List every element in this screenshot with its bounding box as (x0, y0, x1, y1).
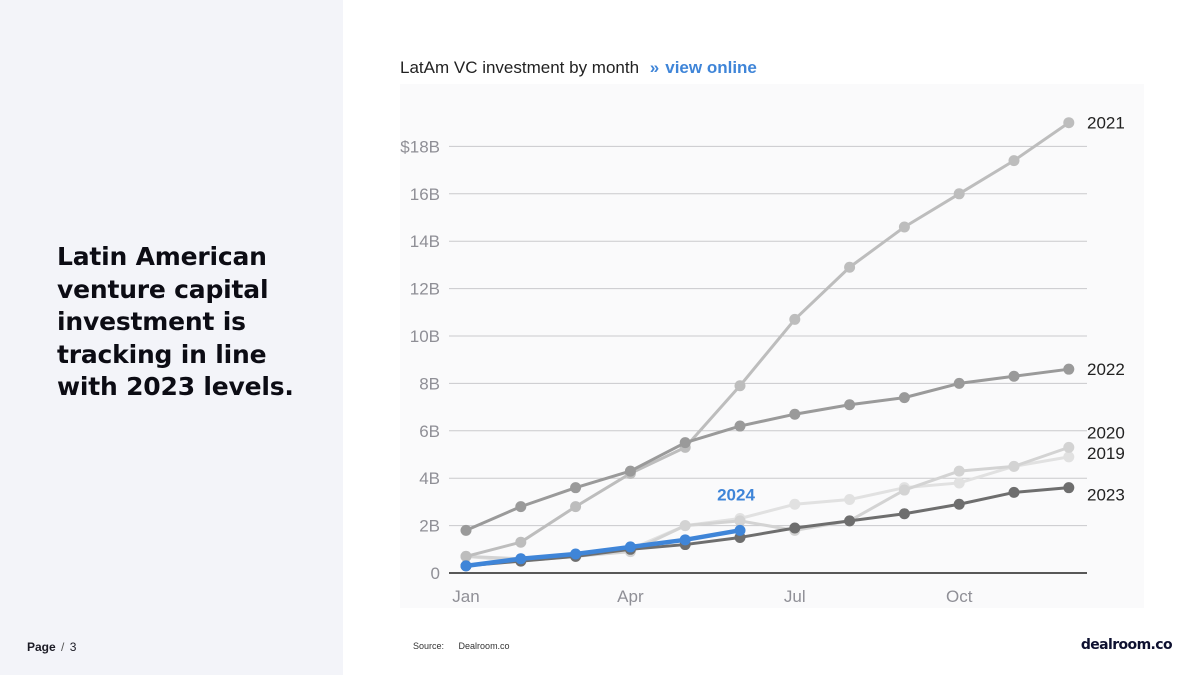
series-line-2020 (464, 445, 1071, 561)
dealroom-logo: dealroom.co (1080, 637, 1173, 653)
data-point-2021 (844, 261, 856, 273)
page-number: 3 (69, 640, 77, 654)
y-tick-label: $18B (400, 137, 440, 156)
data-point-2021 (898, 221, 910, 233)
view-online-label: view online (665, 58, 757, 77)
data-point-2020 (953, 465, 965, 477)
source-value: Dealroom.co (458, 641, 510, 651)
data-point-2024 (570, 548, 582, 560)
data-point-2023 (1008, 486, 1020, 498)
y-tick-label: 4B (419, 469, 440, 488)
double-chevron-icon: » (649, 58, 660, 77)
left-panel: Latin American venture capital investmen… (0, 0, 343, 675)
data-point-2022 (1063, 363, 1075, 375)
page-label: Page (27, 640, 56, 654)
data-point-2020 (734, 515, 746, 527)
y-tick-label: 14B (410, 232, 440, 251)
data-point-2021 (1063, 117, 1075, 129)
data-point-2022 (898, 392, 910, 404)
data-point-2022 (1008, 370, 1020, 382)
data-point-2022 (515, 501, 527, 513)
data-point-2019 (953, 477, 965, 489)
y-tick-label: 0 (431, 564, 440, 583)
series-line-2019 (464, 455, 1071, 563)
data-point-2024 (624, 541, 636, 553)
data-point-2023 (898, 508, 910, 520)
data-point-2023 (844, 515, 856, 527)
series-line-2024 (463, 528, 743, 569)
y-tick-label: 16B (410, 185, 440, 204)
y-tick-label: 12B (410, 280, 440, 299)
data-point-2023 (789, 522, 801, 534)
series-label-2024: 2024 (717, 485, 755, 504)
data-point-2024 (679, 534, 691, 546)
data-point-2024 (734, 524, 746, 536)
page-separator: / (61, 640, 65, 654)
series-label-2019: 2019 (1087, 444, 1125, 463)
data-point-2020 (898, 484, 910, 496)
series-line-2023 (464, 486, 1071, 568)
data-point-2022 (734, 420, 746, 432)
y-tick-label: 6B (419, 422, 440, 441)
data-point-2022 (789, 408, 801, 420)
x-tick-label: Jul (784, 587, 806, 606)
data-point-2024 (515, 553, 527, 565)
data-point-2019 (789, 498, 801, 510)
series-line-2021 (464, 121, 1071, 558)
x-tick-label: Apr (617, 587, 644, 606)
data-point-2021 (734, 380, 746, 392)
source-label: Source: (413, 641, 445, 651)
x-tick-label: Oct (946, 587, 973, 606)
data-point-2022 (679, 437, 691, 449)
series-label-2021: 2021 (1087, 114, 1125, 133)
chart-title: LatAm VC investment by month (400, 58, 640, 77)
y-tick-label: 10B (410, 327, 440, 346)
chart-header: LatAm VC investment by month » view onlin… (400, 58, 757, 78)
data-point-2022 (953, 377, 965, 389)
y-tick-label: 8B (419, 374, 440, 393)
data-point-2022 (624, 465, 636, 477)
data-point-2021 (460, 550, 472, 562)
x-tick-label: Jan (452, 587, 479, 606)
data-point-2019 (1063, 451, 1075, 463)
data-point-2019 (844, 494, 856, 506)
series-label-2020: 2020 (1087, 423, 1125, 442)
y-tick-label: 2B (419, 517, 440, 536)
source-note: Source: Dealroom.co (413, 641, 510, 651)
series-line-2022 (464, 367, 1071, 532)
page-indicator: Page / 3 (27, 640, 76, 654)
data-point-2022 (844, 399, 856, 411)
data-point-2022 (570, 482, 582, 494)
view-online-link[interactable]: » view online (650, 58, 757, 77)
series-label-2023: 2023 (1087, 486, 1125, 505)
data-point-2024 (460, 560, 472, 572)
data-point-2021 (515, 536, 527, 548)
data-point-2020 (1063, 441, 1075, 453)
series-label-2022: 2022 (1087, 360, 1125, 379)
data-point-2021 (570, 501, 582, 513)
data-point-2020 (679, 520, 691, 532)
data-point-2022 (460, 524, 472, 536)
data-point-2023 (953, 498, 965, 510)
headline: Latin American venture capital investmen… (57, 242, 294, 401)
data-point-2021 (1008, 155, 1020, 167)
data-point-2021 (953, 188, 965, 200)
data-point-2020 (1008, 460, 1020, 472)
data-point-2023 (1063, 482, 1075, 494)
data-point-2021 (789, 313, 801, 325)
